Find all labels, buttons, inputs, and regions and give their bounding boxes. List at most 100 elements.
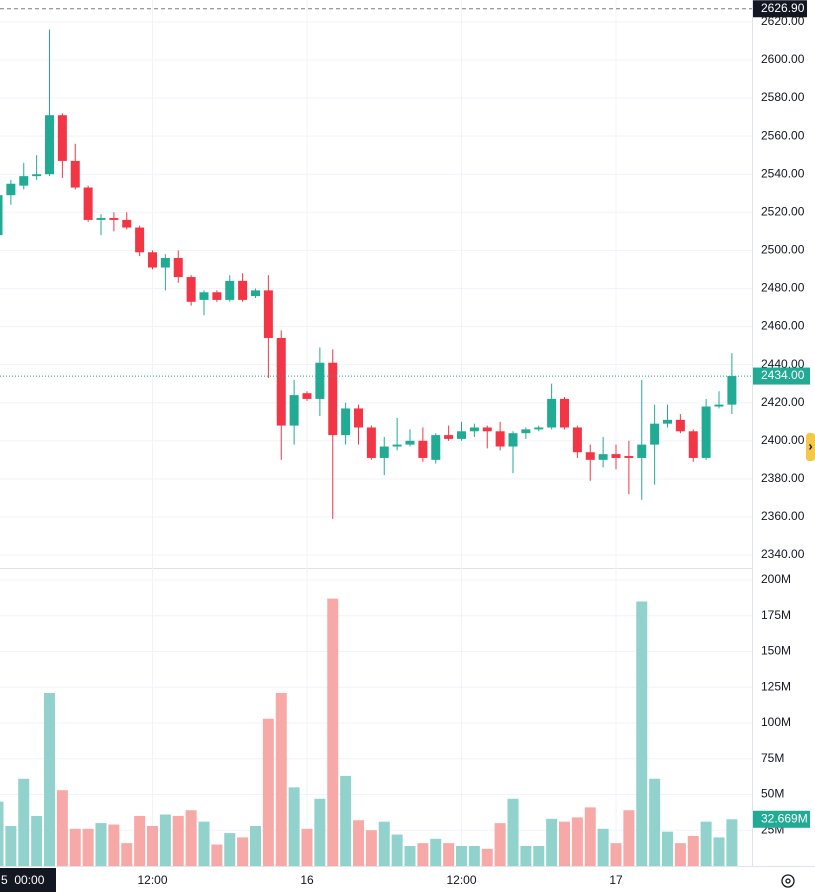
volume-bar (456, 845, 467, 866)
volume-tick-label: 175M (761, 608, 791, 622)
volume-bar (288, 787, 300, 866)
candle-body (96, 218, 106, 220)
x-tick-label: 17 (609, 873, 623, 887)
volume-bar (571, 817, 583, 866)
volume-bar (211, 844, 223, 866)
candle-body (135, 227, 145, 253)
candle-body (83, 187, 93, 220)
volume-bar (121, 843, 133, 866)
last-volume-label: 32.669M (761, 811, 808, 825)
y-tick-label: 2400.00 (761, 433, 805, 447)
y-tick-label: 2520.00 (761, 204, 805, 218)
volume-tick-label: 100M (761, 715, 791, 729)
candle-body (70, 160, 80, 188)
candle-body (173, 258, 183, 278)
y-tick-label: 2380.00 (761, 471, 805, 485)
volume-bar (198, 821, 210, 866)
candle-body (186, 277, 196, 302)
settings-icon-center[interactable] (785, 878, 791, 884)
volume-bar (147, 825, 158, 866)
candle-body (148, 252, 157, 268)
volume-bar (340, 775, 352, 866)
volume-bar (584, 807, 596, 866)
candle-body (263, 290, 273, 338)
candle-body (392, 444, 402, 447)
candle-body (598, 454, 608, 460)
x-tick-label: 16 (300, 873, 314, 887)
y-tick-label: 2540.00 (761, 166, 805, 180)
marks (0, 29, 738, 866)
high-marker-label: 2626.90 (761, 1, 805, 15)
candle-body (405, 440, 415, 445)
volume-tick-label: 150M (761, 644, 791, 658)
volume-bar (31, 815, 43, 866)
x-tick-label: 12:00 (137, 873, 167, 887)
volume-bar (726, 819, 738, 866)
volume-bar (597, 828, 609, 866)
candle-body (431, 435, 441, 460)
volume-bar (430, 838, 442, 866)
candle-body (199, 292, 209, 300)
y-tick-label: 2560.00 (761, 128, 805, 142)
volume-bar (18, 778, 30, 866)
candle-body (366, 427, 376, 458)
candle-body (624, 456, 634, 458)
candle-body (160, 258, 170, 268)
volume-bar (713, 837, 725, 866)
candle-body (289, 395, 299, 426)
volume-bar (623, 810, 635, 866)
volume-bar (69, 828, 81, 866)
volume-tick-label: 125M (761, 679, 791, 693)
volume-bar (5, 825, 17, 866)
y-tick-label: 2420.00 (761, 395, 805, 409)
volume-bar (134, 815, 146, 866)
candle-body (560, 398, 569, 428)
volume-bar (636, 601, 648, 866)
candle-body (457, 431, 466, 439)
scroll-button[interactable] (806, 433, 815, 461)
volume-bar (56, 790, 68, 866)
crosshair-time-box (0, 868, 56, 892)
candle-body (585, 452, 595, 460)
volume-bar (546, 818, 558, 866)
x-tick-label: 12:00 (446, 873, 476, 887)
volume-tick-label: 50M (761, 787, 784, 801)
volume-bar (520, 845, 532, 866)
volume-bar (481, 848, 493, 866)
volume-tick-label: 75M (761, 751, 784, 765)
volume-bar (468, 845, 480, 866)
volume-bar (0, 801, 4, 866)
candle-body (714, 404, 724, 407)
candle-body (727, 376, 737, 405)
candle-body (637, 444, 647, 458)
volume-bar (649, 778, 661, 866)
candle-body (276, 337, 286, 426)
volume-bar (687, 835, 699, 866)
candle-body (354, 408, 363, 428)
volume-bar (533, 845, 545, 866)
y-tick-label: 2620.00 (761, 14, 805, 28)
y-tick-label: 2440.00 (761, 357, 805, 371)
last-price-label: 2434.00 (761, 368, 805, 382)
scroll-arrow[interactable]: › (808, 438, 812, 453)
volume-bar (301, 828, 313, 866)
settings-icon[interactable] (781, 874, 795, 888)
volume-bar (559, 821, 570, 866)
y-tick-label: 2580.00 (761, 90, 805, 104)
candle-body (482, 427, 492, 432)
candle-body (534, 427, 544, 430)
volume-bar (353, 820, 364, 866)
volume-bar (404, 845, 416, 866)
crosshair-time-label: 5 00:00 (1, 873, 45, 887)
candle-body (663, 419, 672, 424)
candle-body (701, 406, 711, 458)
volume-bar (159, 814, 171, 866)
candle-body (611, 454, 621, 458)
candle-body (212, 292, 222, 300)
candle-body (418, 440, 428, 458)
last-volume-box (753, 810, 810, 828)
candle-body (45, 115, 54, 175)
candle-body (572, 427, 582, 453)
y-tick-label: 2360.00 (761, 509, 805, 523)
